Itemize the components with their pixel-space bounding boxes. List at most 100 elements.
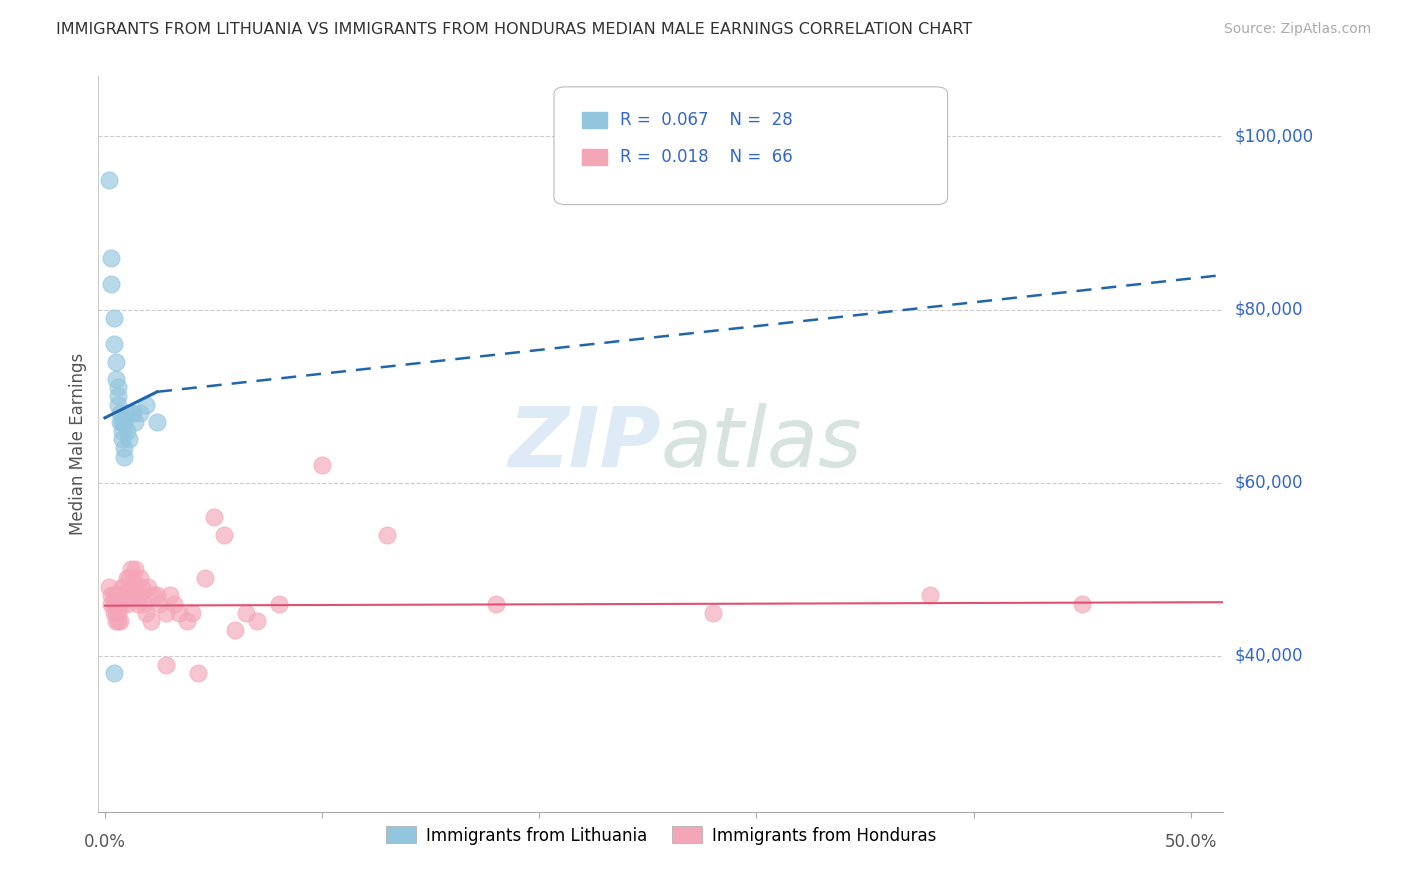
Point <box>108 588 131 602</box>
Point <box>194 571 217 585</box>
Point <box>107 606 129 620</box>
Text: R =  0.018    N =  66: R = 0.018 N = 66 <box>620 148 793 166</box>
Point <box>120 407 142 421</box>
Text: Source: ZipAtlas.com: Source: ZipAtlas.com <box>1223 22 1371 37</box>
Point <box>120 562 142 576</box>
Point <box>159 588 181 602</box>
Point <box>124 562 146 576</box>
Point <box>122 588 145 602</box>
Point <box>107 588 129 602</box>
Point <box>224 623 246 637</box>
Point <box>485 597 508 611</box>
Point <box>100 277 122 291</box>
Point <box>122 407 145 421</box>
Point <box>111 580 134 594</box>
Point <box>187 666 209 681</box>
Point <box>98 580 121 594</box>
Point <box>163 597 186 611</box>
Point <box>103 588 125 602</box>
Point <box>118 571 141 585</box>
Point <box>111 597 134 611</box>
Point <box>180 606 202 620</box>
Point <box>167 606 190 620</box>
Point <box>104 597 127 611</box>
Point <box>235 606 257 620</box>
Point <box>148 597 170 611</box>
Point <box>138 580 160 594</box>
Point <box>127 588 149 602</box>
Point <box>124 415 146 429</box>
Point <box>128 571 150 585</box>
Point <box>114 580 136 594</box>
Point <box>127 597 149 611</box>
Point <box>267 597 290 611</box>
Point <box>122 571 145 585</box>
Point <box>111 588 134 602</box>
Legend: Immigrants from Lithuania, Immigrants from Honduras: Immigrants from Lithuania, Immigrants fr… <box>378 820 943 851</box>
Point <box>135 606 157 620</box>
FancyBboxPatch shape <box>582 149 607 165</box>
Point <box>1071 597 1094 611</box>
Point <box>107 398 129 412</box>
Point <box>124 580 146 594</box>
Point <box>132 597 155 611</box>
Point <box>115 597 138 611</box>
Point <box>107 380 129 394</box>
Point <box>311 458 333 473</box>
Point <box>155 657 177 672</box>
Point <box>98 172 121 186</box>
Point <box>114 588 136 602</box>
Text: $60,000: $60,000 <box>1234 474 1303 491</box>
Y-axis label: Median Male Earnings: Median Male Earnings <box>69 352 87 535</box>
Point <box>114 441 136 455</box>
Point <box>100 588 122 602</box>
Point <box>103 337 125 351</box>
Point <box>100 251 122 265</box>
Point <box>139 614 162 628</box>
FancyBboxPatch shape <box>554 87 948 204</box>
Text: $80,000: $80,000 <box>1234 301 1303 318</box>
Point <box>108 614 131 628</box>
Point <box>115 407 138 421</box>
Text: R =  0.067    N =  28: R = 0.067 N = 28 <box>620 111 793 129</box>
Point <box>920 588 942 602</box>
Point <box>128 407 150 421</box>
Text: IMMIGRANTS FROM LITHUANIA VS IMMIGRANTS FROM HONDURAS MEDIAN MALE EARNINGS CORRE: IMMIGRANTS FROM LITHUANIA VS IMMIGRANTS … <box>56 22 973 37</box>
Text: $100,000: $100,000 <box>1234 128 1313 145</box>
Text: atlas: atlas <box>661 403 862 484</box>
Point <box>111 433 134 447</box>
Text: 0.0%: 0.0% <box>84 833 127 851</box>
Point <box>104 588 127 602</box>
Point <box>135 398 157 412</box>
Point <box>108 407 131 421</box>
Point <box>107 614 129 628</box>
Point <box>702 606 724 620</box>
Text: ZIP: ZIP <box>508 403 661 484</box>
Point <box>131 580 153 594</box>
Point <box>142 588 165 602</box>
Point <box>108 597 131 611</box>
Point <box>118 588 141 602</box>
Point <box>111 415 134 429</box>
Point <box>246 614 269 628</box>
Point <box>100 597 122 611</box>
Point <box>115 588 138 602</box>
Point <box>104 614 127 628</box>
Point <box>104 354 127 368</box>
Point <box>114 450 136 464</box>
Point <box>115 424 138 438</box>
Point <box>155 606 177 620</box>
Point <box>176 614 198 628</box>
Point <box>107 389 129 403</box>
Point <box>111 424 134 438</box>
Point <box>103 666 125 681</box>
Point <box>108 415 131 429</box>
Point <box>202 510 225 524</box>
Point <box>104 606 127 620</box>
Point <box>128 588 150 602</box>
Point <box>120 580 142 594</box>
Point <box>107 597 129 611</box>
Point <box>146 415 169 429</box>
Point <box>103 597 125 611</box>
Text: $40,000: $40,000 <box>1234 647 1303 665</box>
